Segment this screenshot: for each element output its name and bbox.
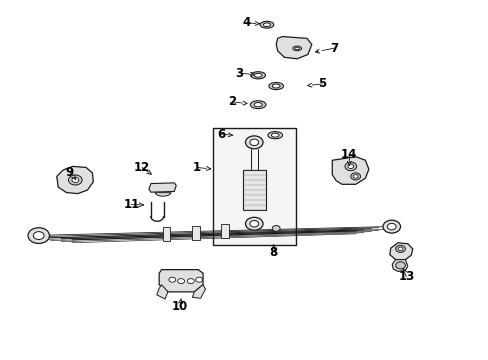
Circle shape — [168, 277, 175, 282]
Text: 12: 12 — [134, 161, 150, 174]
Circle shape — [33, 231, 44, 239]
Polygon shape — [192, 285, 205, 298]
Bar — [212, 128, 295, 244]
Bar — [162, 227, 170, 241]
Text: 13: 13 — [397, 270, 414, 283]
Circle shape — [68, 175, 82, 185]
Text: 10: 10 — [172, 300, 188, 313]
Circle shape — [245, 136, 263, 149]
Text: 5: 5 — [318, 77, 326, 90]
Polygon shape — [391, 260, 407, 271]
Text: 11: 11 — [123, 198, 139, 211]
Circle shape — [187, 279, 194, 284]
Polygon shape — [389, 243, 412, 260]
Text: 1: 1 — [192, 161, 201, 174]
Text: 14: 14 — [341, 148, 357, 161]
Ellipse shape — [267, 132, 282, 139]
Ellipse shape — [263, 23, 270, 27]
Polygon shape — [157, 285, 167, 299]
Circle shape — [28, 228, 49, 243]
Ellipse shape — [271, 133, 279, 137]
Ellipse shape — [272, 84, 280, 88]
Circle shape — [249, 221, 258, 227]
Circle shape — [397, 247, 402, 251]
Circle shape — [272, 226, 280, 231]
Ellipse shape — [250, 72, 265, 79]
Polygon shape — [331, 157, 368, 184]
Text: 2: 2 — [228, 95, 236, 108]
Bar — [242, 170, 265, 211]
Circle shape — [347, 164, 353, 168]
Ellipse shape — [253, 103, 262, 107]
Circle shape — [395, 262, 405, 269]
Circle shape — [177, 279, 184, 284]
Ellipse shape — [294, 47, 299, 49]
Bar — [191, 226, 199, 239]
Polygon shape — [276, 37, 311, 59]
Polygon shape — [57, 166, 93, 194]
Bar — [221, 225, 228, 238]
Text: 8: 8 — [269, 246, 277, 259]
Text: 9: 9 — [66, 166, 74, 179]
Text: 7: 7 — [330, 41, 338, 54]
Circle shape — [352, 175, 357, 178]
Circle shape — [386, 224, 395, 230]
Circle shape — [245, 217, 263, 230]
Circle shape — [350, 173, 360, 180]
Ellipse shape — [268, 82, 283, 90]
Circle shape — [344, 162, 356, 171]
Ellipse shape — [292, 46, 301, 51]
Ellipse shape — [250, 101, 265, 109]
Text: 3: 3 — [235, 67, 243, 80]
Text: 6: 6 — [217, 127, 225, 141]
Circle shape — [395, 245, 405, 252]
Polygon shape — [159, 270, 203, 292]
Polygon shape — [149, 183, 176, 192]
Circle shape — [382, 220, 400, 233]
Ellipse shape — [254, 73, 262, 77]
Text: 4: 4 — [243, 17, 250, 30]
Circle shape — [72, 177, 79, 183]
Ellipse shape — [260, 21, 273, 28]
Circle shape — [249, 139, 258, 145]
Circle shape — [195, 277, 202, 282]
